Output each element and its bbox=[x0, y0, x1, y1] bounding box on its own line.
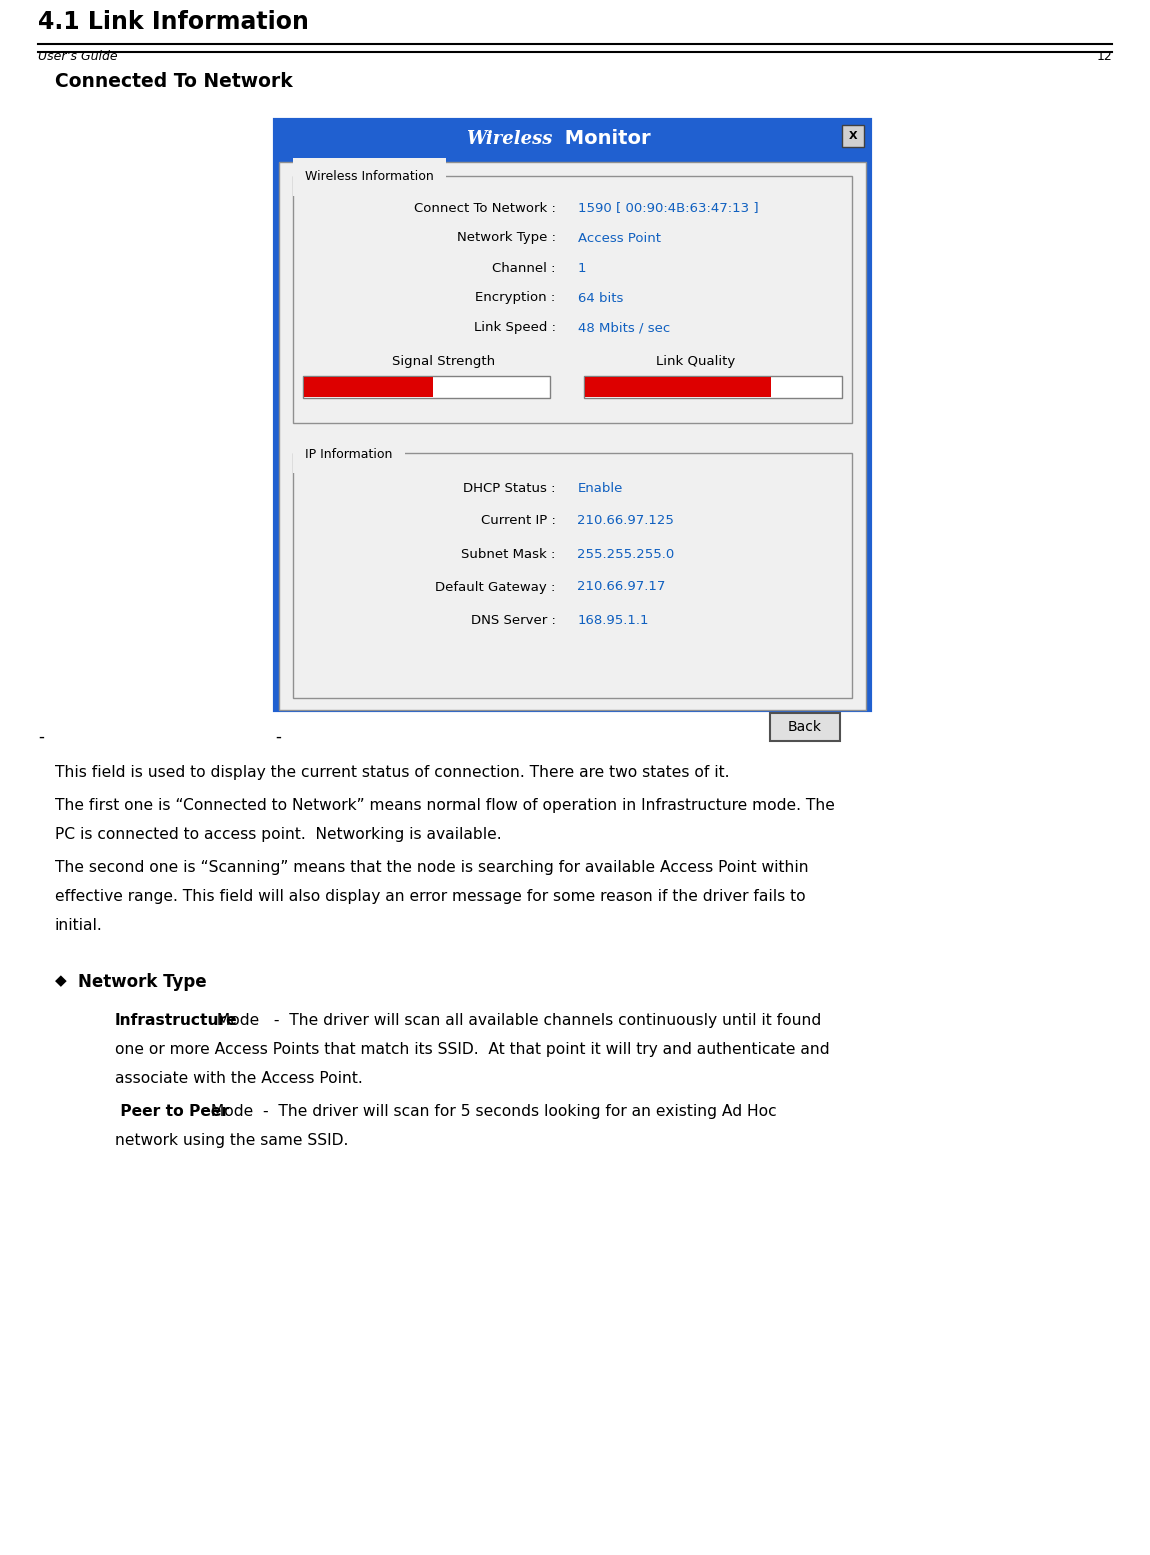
Text: Wireless: Wireless bbox=[466, 131, 552, 148]
Text: 210.66.97.17: 210.66.97.17 bbox=[577, 580, 666, 594]
Text: Monitor: Monitor bbox=[558, 129, 650, 148]
Text: 4.1 Link Information: 4.1 Link Information bbox=[38, 9, 309, 34]
Text: Mode   -  The driver will scan all available channels continuously until it foun: Mode - The driver will scan all availabl… bbox=[212, 1012, 821, 1028]
Text: 12: 12 bbox=[1096, 50, 1112, 64]
Text: 168.95.1.1: 168.95.1.1 bbox=[577, 614, 649, 627]
Text: The second one is “Scanning” means that the node is searching for available Acce: The second one is “Scanning” means that … bbox=[55, 860, 808, 875]
Text: one or more Access Points that match its SSID.  At that point it will try and au: one or more Access Points that match its… bbox=[115, 1042, 829, 1057]
FancyBboxPatch shape bbox=[275, 120, 871, 711]
FancyBboxPatch shape bbox=[584, 376, 842, 398]
Text: This field is used to display the current status of connection. There are two st: This field is used to display the curren… bbox=[55, 765, 729, 781]
Text: Connected To Network: Connected To Network bbox=[55, 72, 293, 92]
FancyBboxPatch shape bbox=[279, 162, 866, 711]
Text: ◆: ◆ bbox=[55, 973, 67, 987]
Text: DNS Server :: DNS Server : bbox=[470, 614, 555, 627]
Text: Network Type :: Network Type : bbox=[457, 232, 555, 244]
Text: IP Information: IP Information bbox=[305, 448, 392, 460]
Text: Enable: Enable bbox=[577, 482, 623, 494]
FancyBboxPatch shape bbox=[842, 124, 864, 148]
Text: network using the same SSID.: network using the same SSID. bbox=[115, 1134, 348, 1148]
Text: Network Type: Network Type bbox=[78, 973, 207, 991]
Text: 255.255.255.0: 255.255.255.0 bbox=[577, 547, 675, 560]
Text: Peer to Peer: Peer to Peer bbox=[115, 1104, 229, 1120]
Text: -: - bbox=[38, 728, 44, 746]
Text: Infrastructure: Infrastructure bbox=[115, 1012, 238, 1028]
Text: Access Point: Access Point bbox=[577, 232, 660, 244]
Text: 1590 [ 00:90:4B:63:47:13 ]: 1590 [ 00:90:4B:63:47:13 ] bbox=[577, 202, 758, 215]
Text: Subnet Mask :: Subnet Mask : bbox=[461, 547, 555, 560]
Text: DHCP Status :: DHCP Status : bbox=[463, 482, 555, 494]
Text: User’s Guide: User’s Guide bbox=[38, 50, 117, 64]
Text: Link Quality: Link Quality bbox=[656, 355, 735, 367]
Text: Wireless Information: Wireless Information bbox=[305, 171, 434, 183]
Text: initial.: initial. bbox=[55, 917, 102, 933]
Text: associate with the Access Point.: associate with the Access Point. bbox=[115, 1071, 362, 1085]
Text: PC is connected to access point.  Networking is available.: PC is connected to access point. Network… bbox=[55, 827, 501, 841]
Text: Signal Strength: Signal Strength bbox=[392, 355, 496, 367]
FancyBboxPatch shape bbox=[302, 376, 550, 398]
Text: Channel :: Channel : bbox=[492, 261, 555, 275]
Text: 64 bits: 64 bits bbox=[577, 291, 623, 305]
Text: Encryption :: Encryption : bbox=[475, 291, 555, 305]
Text: Link Speed :: Link Speed : bbox=[474, 322, 555, 334]
Text: Current IP :: Current IP : bbox=[481, 515, 555, 527]
FancyBboxPatch shape bbox=[304, 376, 432, 397]
Text: 210.66.97.125: 210.66.97.125 bbox=[577, 515, 674, 527]
FancyBboxPatch shape bbox=[584, 376, 771, 397]
FancyBboxPatch shape bbox=[770, 714, 839, 742]
Text: The first one is “Connected to Network” means normal flow of operation in Infras: The first one is “Connected to Network” … bbox=[55, 798, 835, 813]
Text: 48 Mbits / sec: 48 Mbits / sec bbox=[577, 322, 669, 334]
Text: Mode  -  The driver will scan for 5 seconds looking for an existing Ad Hoc: Mode - The driver will scan for 5 second… bbox=[206, 1104, 776, 1120]
Text: effective range. This field will also display an error message for some reason i: effective range. This field will also di… bbox=[55, 889, 806, 903]
Text: Default Gateway :: Default Gateway : bbox=[436, 580, 555, 594]
FancyBboxPatch shape bbox=[275, 120, 871, 159]
Text: -: - bbox=[275, 728, 281, 746]
Text: X: X bbox=[849, 131, 857, 142]
Text: 1: 1 bbox=[577, 261, 586, 275]
Text: Connect To Network :: Connect To Network : bbox=[414, 202, 555, 215]
Text: Back: Back bbox=[788, 720, 822, 734]
